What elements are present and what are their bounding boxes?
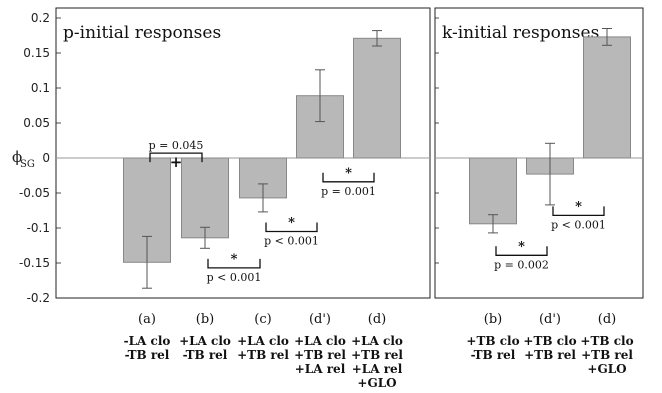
bar	[583, 36, 631, 159]
panel-p-initial: p-initial responses(a)-LA clo-TB rel(b)+…	[55, 7, 431, 390]
category-label: (b)	[484, 312, 502, 327]
y-tick-label: -0.15	[19, 256, 50, 270]
condition-label: +TB clo	[523, 334, 576, 348]
y-tick-label: -0.05	[19, 186, 50, 200]
y-tick-label: -0.2	[27, 291, 50, 305]
y-tick-label: -0.1	[27, 221, 50, 235]
category-label: (d)	[598, 312, 616, 327]
condition-label: +TB rel	[524, 348, 576, 362]
panel-frame	[55, 7, 431, 299]
p-value-label: p = 0.045	[149, 139, 204, 152]
panel-title: k-initial responses	[442, 23, 599, 43]
condition-label: -TB rel	[183, 348, 228, 362]
significance-symbol: *	[518, 239, 525, 254]
category-label: (b)	[196, 312, 214, 327]
condition-label: +LA clo	[351, 334, 403, 348]
significance-symbol: *	[575, 199, 582, 214]
condition-label: -TB rel	[471, 348, 516, 362]
p-value-label: p = 0.001	[321, 185, 376, 198]
bar	[353, 37, 401, 159]
category-label: (a)	[138, 312, 156, 327]
significance-symbol: +	[170, 153, 183, 171]
category-label: (d')	[539, 312, 561, 327]
condition-label: +TB clo	[580, 334, 633, 348]
p-value-label: p < 0.001	[207, 271, 262, 284]
category-label: (d')	[309, 312, 331, 327]
y-tick-label: 0.1	[31, 81, 50, 95]
panel-k-initial: k-initial responses(b)+TB clo-TB rel(d')…	[434, 7, 644, 376]
significance-symbol: *	[231, 252, 238, 267]
significance-symbol: *	[345, 166, 352, 181]
significance-bracket	[207, 258, 261, 269]
condition-label: +TB rel	[351, 348, 403, 362]
condition-label: +TB rel	[581, 348, 633, 362]
panel-title: p-initial responses	[63, 23, 221, 43]
condition-label: +TB rel	[294, 348, 346, 362]
condition-label: +GLO	[587, 362, 626, 376]
y-tick-label: 0.05	[23, 116, 50, 130]
p-value-label: p = 0.002	[494, 258, 549, 271]
panel-frame	[434, 7, 644, 299]
category-label: (c)	[254, 312, 271, 327]
condition-label: +LA clo	[237, 334, 289, 348]
y-axis-label-main: ϕ	[12, 148, 22, 166]
condition-label: +LA clo	[294, 334, 346, 348]
y-axis-label-sub: SG	[20, 159, 35, 170]
y-tick-label: 0.15	[23, 46, 50, 60]
significance-bracket	[552, 206, 605, 217]
y-tick-label: 0	[42, 151, 50, 165]
condition-label: +LA clo	[179, 334, 231, 348]
category-label: (d)	[368, 312, 386, 327]
y-axis-label: ϕ SG	[12, 148, 35, 170]
significance-bracket	[149, 152, 203, 163]
significance-bracket	[322, 172, 375, 183]
significance-bracket	[495, 246, 548, 256]
bar	[181, 157, 229, 239]
condition-label: -TB rel	[125, 348, 170, 362]
condition-label: +TB rel	[237, 348, 289, 362]
condition-label: +TB clo	[466, 334, 519, 348]
condition-label: -LA clo	[124, 334, 171, 348]
p-value-label: p < 0.001	[551, 218, 606, 231]
significance-bracket	[265, 222, 318, 233]
condition-label: +LA rel	[295, 362, 346, 376]
p-value-label: p < 0.001	[264, 235, 319, 248]
condition-label: +GLO	[357, 376, 396, 390]
y-tick-label: 0.2	[31, 11, 50, 25]
significance-symbol: *	[288, 216, 295, 231]
bar	[469, 157, 517, 225]
condition-label: +LA rel	[352, 362, 403, 376]
y-axis-ticks: 0.2 0.15 0.1 0.05 0 -0.05 -0.1 -0.15 -0.2	[19, 11, 61, 305]
